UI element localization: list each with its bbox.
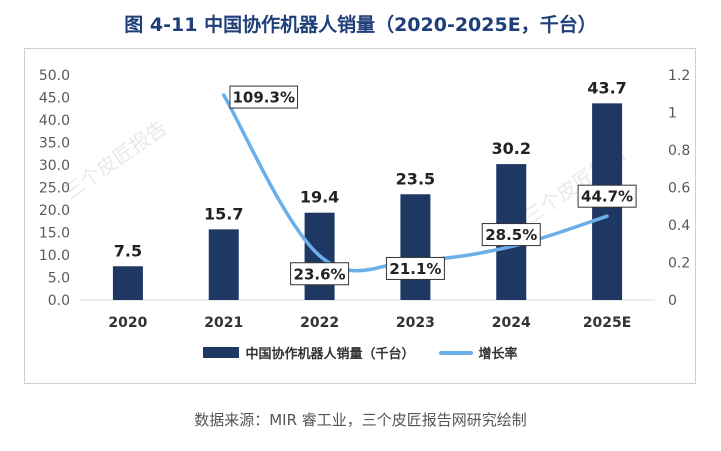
legend-item-growth: 增长率 — [438, 343, 518, 362]
growth-data-label: 109.3% — [233, 89, 295, 107]
growth-data-label: 44.7% — [581, 188, 633, 206]
bar-data-label: 43.7 — [587, 78, 626, 97]
y-right-tick-label: 0 — [668, 293, 677, 309]
y-left-tick-label: 40.0 — [39, 113, 70, 129]
chart-title: 图 4-11 中国协作机器人销量（2020-2025E，千台） — [124, 14, 597, 36]
y-left-tick-label: 25.0 — [39, 181, 70, 197]
bar-data-label: 7.5 — [114, 241, 142, 260]
y-left-tick-label: 5.0 — [48, 271, 70, 287]
legend-swatch-bar — [203, 347, 240, 358]
x-tick-label: 2023 — [396, 315, 435, 331]
legend-label-sales: 中国协作机器人销量（千台） — [245, 347, 415, 362]
y-left-tick-label: 15.0 — [39, 226, 70, 242]
legend-label-growth: 增长率 — [478, 347, 518, 362]
y-right-tick-label: 1 — [668, 106, 677, 122]
x-tick-label: 2025E — [583, 315, 632, 331]
bar-data-label: 30.2 — [492, 139, 531, 158]
chart-frame — [24, 48, 696, 384]
y-left-tick-label: 0.0 — [48, 293, 70, 309]
bar — [208, 229, 239, 300]
bar-data-label: 15.7 — [204, 204, 243, 223]
bar-data-label: 19.4 — [300, 188, 339, 207]
y-right-tick-label: 0.4 — [668, 218, 690, 234]
x-tick-label: 2024 — [492, 315, 531, 331]
y-right-tick-label: 0.6 — [668, 181, 690, 197]
x-tick-label: 2021 — [204, 315, 243, 331]
source-note: 数据来源：MIR 睿工业，三个皮匠报告网研究绘制 — [194, 411, 527, 429]
y-left-tick-label: 35.0 — [39, 136, 70, 152]
y-right-tick-label: 0.8 — [668, 143, 690, 159]
watermark-left: 三个皮匠报告 — [59, 116, 171, 204]
growth-label-box — [577, 184, 637, 208]
growth-label-box — [229, 85, 299, 109]
x-tick-label: 2022 — [300, 315, 339, 331]
y-left-tick-label: 10.0 — [39, 248, 70, 264]
bar — [400, 194, 431, 300]
legend-swatch-line — [438, 350, 473, 355]
growth-data-label: 21.1% — [389, 260, 441, 278]
growth-label-box — [290, 262, 350, 286]
growth-data-label: 28.5% — [485, 226, 537, 244]
y-left-tick-label: 20.0 — [39, 203, 70, 219]
bar-data-label: 23.5 — [396, 169, 435, 188]
growth-data-label: 23.6% — [294, 265, 346, 283]
legend-item-sales: 中国协作机器人销量（千台） — [203, 343, 415, 362]
y-right-tick-label: 0.2 — [668, 256, 690, 272]
growth-label-box — [481, 223, 541, 247]
x-tick-label: 2020 — [108, 315, 147, 331]
chart-legend: 中国协作机器人销量（千台） 增长率 — [0, 343, 721, 362]
y-right-tick-label: 1.2 — [668, 68, 690, 84]
growth-label-box — [385, 256, 445, 280]
y-left-tick-label: 50.0 — [39, 68, 70, 84]
y-left-tick-label: 45.0 — [39, 91, 70, 107]
y-left-tick-label: 30.0 — [39, 158, 70, 174]
bar — [112, 266, 143, 300]
